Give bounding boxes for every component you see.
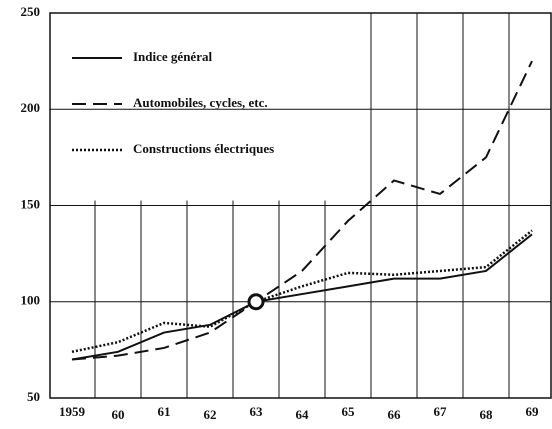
y-tick-label: 50	[27, 389, 40, 404]
x-tick-label: 68	[480, 407, 494, 422]
y-tick-label: 100	[21, 293, 41, 308]
y-tick-label: 200	[21, 100, 41, 115]
x-tick-label: 64	[296, 407, 310, 422]
y-tick-label: 250	[21, 4, 41, 19]
x-tick-label: 67	[434, 404, 448, 419]
x-tick-label: 60	[112, 407, 125, 422]
x-tick-label: 61	[158, 404, 171, 419]
base-point	[247, 293, 265, 311]
x-tick-label: 65	[342, 404, 356, 419]
legend-label: Automobiles, cycles, etc.	[133, 95, 268, 110]
legend-label: Indice général	[133, 49, 212, 64]
series-line	[71, 60, 533, 361]
x-tick-label: 63	[250, 404, 264, 419]
x-tick-label: 69	[526, 404, 540, 419]
x-tick-label: 62	[204, 407, 217, 422]
series-line	[71, 229, 533, 354]
x-tick-label: 66	[388, 407, 402, 422]
series-line	[71, 233, 533, 361]
legend-label: Constructions électriques	[133, 141, 274, 156]
y-tick-label: 150	[21, 196, 41, 211]
x-tick-label: 1959	[59, 404, 86, 419]
